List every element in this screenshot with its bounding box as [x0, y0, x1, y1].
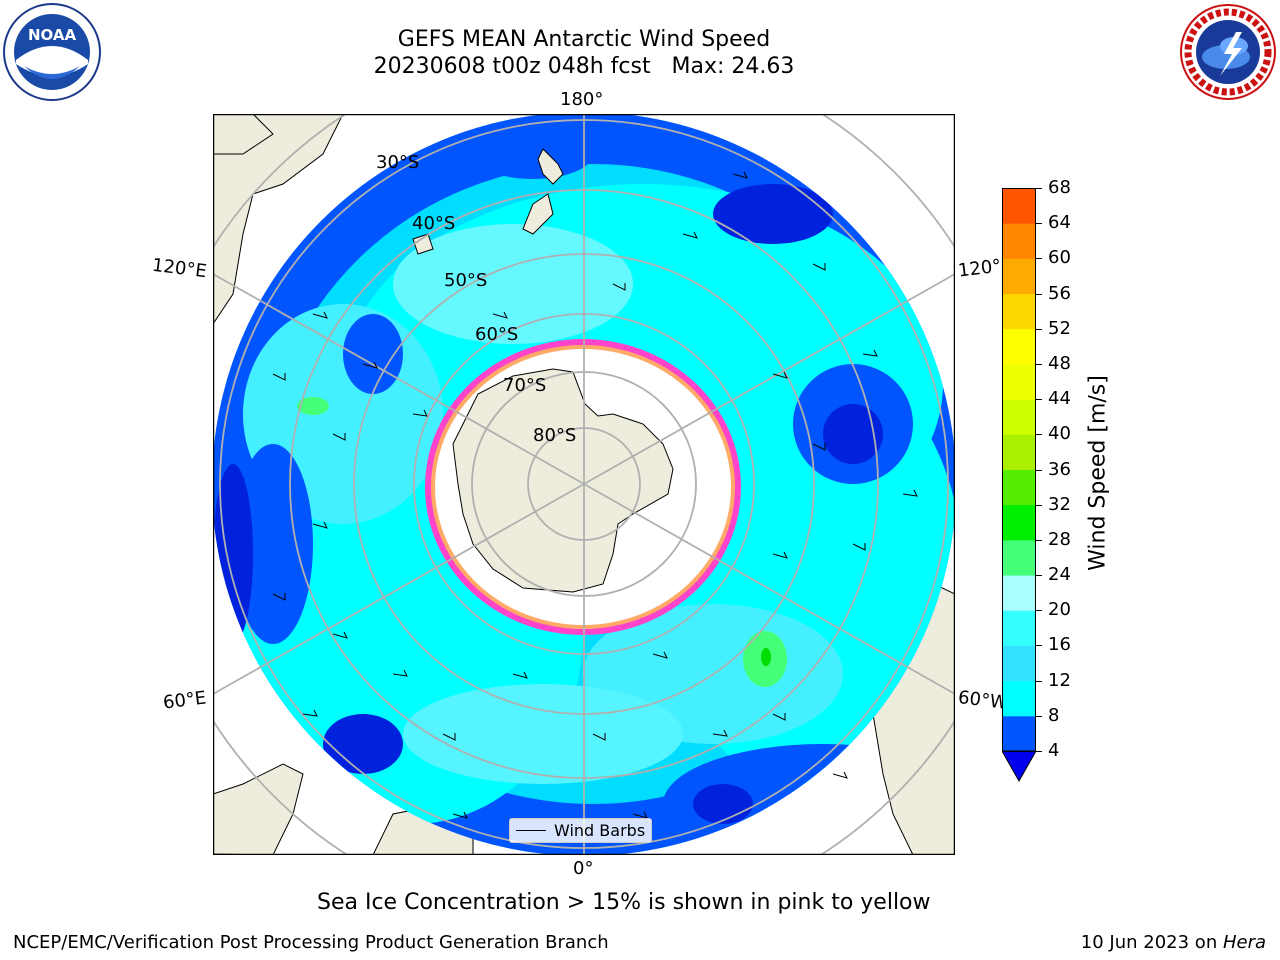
colorbar — [1001, 188, 1037, 783]
colorbar-tick-label: 32 — [1048, 493, 1071, 515]
wind-barbs — [272, 171, 918, 819]
colorbar-tick-mark — [1036, 188, 1042, 189]
colorbar-segment — [1002, 715, 1036, 752]
colorbar-segment — [1002, 399, 1036, 435]
chart-title: GEFS MEAN Antarctic Wind Speed — [397, 27, 771, 52]
lon-label-0: 0° — [573, 858, 594, 879]
colorbar-tick-mark — [1036, 399, 1042, 401]
colorbar-tick-label: 4 — [1048, 740, 1060, 761]
colorbar-segment — [1002, 610, 1036, 646]
colorbar-tick-label: 56 — [1048, 282, 1071, 304]
svg-text:NOAA: NOAA — [28, 26, 77, 44]
colorbar-tick-label: 44 — [1048, 388, 1071, 410]
lon-label-60e: 60°E — [161, 687, 208, 714]
colorbar-segment — [1002, 434, 1036, 470]
colorbar-tick-label: 60 — [1048, 247, 1071, 269]
footer-host: Hera — [1222, 932, 1266, 953]
colorbar-tick-label: 20 — [1048, 599, 1071, 621]
lat-label-70s: 70°S — [503, 375, 547, 396]
colorbar-tick-label: 8 — [1048, 704, 1060, 726]
colorbar-segment — [1002, 188, 1036, 224]
colorbar-tick-label: 12 — [1048, 669, 1071, 691]
lat-label-50s: 50°S — [444, 270, 488, 291]
colorbar-tick-mark — [1036, 328, 1042, 330]
colorbar-segment — [1002, 504, 1036, 541]
colorbar-tick-mark — [1036, 258, 1042, 260]
colorbar-tick-mark — [1036, 363, 1042, 365]
colorbar-frame — [1002, 188, 1036, 752]
colorbar-label: Wind Speed [m/s] — [1085, 375, 1111, 571]
colorbar-tick-label: 52 — [1048, 317, 1071, 339]
colorbar-ticks: 4 8 12 16 20 24 28 32 36 40 44 48 52 56 60 64 68 — [1036, 177, 1080, 761]
map-legend: Wind Barbs — [509, 818, 653, 843]
colorbar-segment — [1002, 469, 1036, 506]
colorbar-tick-label: 16 — [1048, 634, 1071, 656]
wind-barb-legend-line — [516, 830, 546, 831]
colorbar-tick-mark — [1036, 539, 1042, 541]
lat-label-80s: 80°S — [533, 425, 577, 446]
colorbar-segment — [1002, 539, 1036, 576]
colorbar-tick-label: 68 — [1048, 177, 1071, 198]
footer-date: 10 Jun 2023 on Hera — [1081, 932, 1266, 953]
polar-map — [212, 113, 956, 856]
colorbar-tick-mark — [1036, 434, 1042, 436]
colorbar-tick-label: 28 — [1048, 528, 1071, 550]
footer-credit: NCEP/EMC/Verification Post Processing Pr… — [13, 932, 609, 953]
graticule — [213, 114, 955, 855]
colorbar-segment — [1002, 258, 1036, 295]
colorbar-tick-label: 64 — [1048, 212, 1071, 234]
colorbar-tick-mark — [1036, 293, 1042, 295]
antarctica-land — [452, 368, 674, 593]
colorbar-tick-mark — [1036, 610, 1042, 612]
lon-label-180: 180° — [560, 89, 604, 110]
colorbar-tick-mark — [1036, 680, 1042, 682]
sea-ice-note: Sea Ice Concentration > 15% is shown in … — [317, 890, 931, 915]
colorbar-tick-mark — [1036, 575, 1042, 577]
lat-label-40s: 40°S — [412, 213, 456, 234]
colorbar-segment — [1002, 680, 1036, 717]
colorbar-tick-label: 48 — [1048, 352, 1071, 374]
colorbar-segment — [1002, 328, 1036, 365]
colorbar-segment — [1002, 223, 1036, 259]
colorbar-tick-mark — [1036, 751, 1042, 752]
lat-label-60s: 60°S — [475, 324, 519, 345]
colorbar-under-arrow — [1001, 750, 1037, 783]
colorbar-segment — [1002, 645, 1036, 682]
lon-label-120e: 120°E — [150, 254, 208, 283]
lon-label-120w: 120° — [956, 255, 1003, 282]
colorbar-tick-mark — [1036, 645, 1042, 647]
noaa-logo: NOAA — [2, 2, 102, 102]
lat-label-30s: 30°S — [376, 152, 420, 173]
colorbar-tick-label: 24 — [1048, 564, 1071, 586]
colorbar-tick-label: 40 — [1048, 423, 1071, 445]
colorbar-tick-mark — [1036, 504, 1042, 506]
footer-date-text: 10 Jun 2023 on — [1080, 932, 1223, 953]
chart-subtitle: 20230608 t00z 048h fcst Max: 24.63 — [373, 54, 795, 79]
colorbar-segment — [1002, 293, 1036, 330]
nws-logo — [1178, 2, 1278, 102]
colorbar-tick-mark — [1036, 715, 1042, 717]
colorbar-segment — [1002, 363, 1036, 400]
colorbar-segment — [1002, 575, 1036, 611]
colorbar-tick-mark — [1036, 223, 1042, 225]
colorbar-tick-label: 36 — [1048, 458, 1071, 480]
colorbar-tick-mark — [1036, 469, 1042, 471]
legend-label: Wind Barbs — [554, 821, 646, 840]
